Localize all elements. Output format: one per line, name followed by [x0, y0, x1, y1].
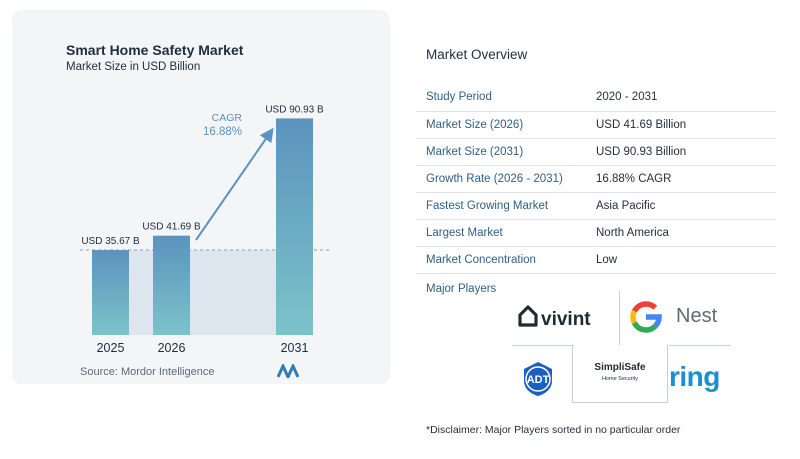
adt-logo: ADT	[524, 362, 552, 396]
table-row: Market Concentration Low	[416, 246, 776, 274]
row-label: Study Period	[416, 84, 586, 112]
cagr-value: 16.88%	[203, 126, 242, 138]
mordor-logo-icon	[277, 364, 300, 378]
bar-chart: USD 35.67 B 2025 USD 41.69 B 2026 USD 90.93 …	[80, 104, 330, 355]
row-label: Fastest Growing Market	[416, 192, 586, 220]
tick-label-2025: 2025	[97, 341, 125, 355]
row-value: 16.88% CAGR	[586, 165, 776, 193]
row-label: Market Size (2026)	[416, 111, 586, 139]
data-label-2026: USD 41.69 B	[142, 222, 201, 233]
overview-title: Market Overview	[426, 47, 528, 62]
row-value: Asia Pacific	[586, 192, 776, 220]
cagr-arrow	[195, 127, 274, 241]
bar-2025	[92, 250, 129, 335]
row-label: Market Concentration	[416, 246, 586, 274]
vivint-logo: vivint	[518, 305, 591, 330]
ring-logo-text: ring	[669, 361, 720, 392]
table-row: Market Size (2031) USD 90.93 Billion	[416, 138, 776, 166]
logo-divider	[572, 345, 573, 403]
row-label: Growth Rate (2026 - 2031)	[416, 165, 586, 193]
chart-subtitle: Market Size in USD Billion	[66, 61, 201, 73]
cagr-label: CAGR	[212, 112, 243, 124]
logo-divider	[667, 345, 668, 403]
table-row: Study Period 2020 - 2031	[416, 84, 776, 112]
row-value: Low	[586, 246, 776, 274]
tick-label-2031: 2031	[281, 341, 309, 355]
logo-divider	[669, 345, 731, 346]
row-value: 2020 - 2031	[586, 84, 776, 112]
data-label-2031: USD 90.93 B	[265, 104, 324, 115]
row-value: USD 41.69 Billion	[586, 111, 776, 139]
logo-divider	[512, 345, 574, 346]
bar-2031	[276, 118, 313, 335]
chart-title: Smart Home Safety Market	[66, 42, 244, 58]
row-label: Largest Market	[416, 219, 586, 247]
adt-logo-text: ADT	[527, 374, 550, 386]
disclaimer: *Disclaimer: Major Players sorted in no …	[426, 424, 681, 436]
data-label-2025: USD 35.67 B	[81, 236, 140, 247]
simplisafe-tagline: Home Security	[601, 376, 639, 382]
bar-2026	[153, 235, 190, 335]
table-row: Growth Rate (2026 - 2031) 16.88% CAGR	[416, 165, 776, 193]
tick-label-2026: 2026	[158, 341, 186, 355]
nest-logo-text: Nest	[676, 305, 718, 327]
table-row: Fastest Growing Market Asia Pacific	[416, 192, 776, 220]
row-label: Market Size (2031)	[416, 138, 586, 166]
vivint-logo-text: vivint	[541, 309, 591, 330]
source-note: Source: Mordor Intelligence	[80, 366, 215, 378]
row-value: North America	[586, 219, 776, 247]
table-row: Largest Market North America	[416, 219, 776, 247]
logo-divider	[572, 402, 668, 403]
logo-divider	[619, 291, 620, 345]
row-value: USD 90.93 Billion	[586, 138, 776, 166]
google-g-icon	[630, 301, 662, 333]
table-row: Market Size (2026) USD 41.69 Billion	[416, 111, 776, 139]
players-title: Major Players	[426, 283, 497, 295]
overview-table: Study Period 2020 - 2031 Market Size (202…	[416, 84, 776, 274]
simplisafe-logo-text: SimpliSafe	[594, 362, 646, 373]
